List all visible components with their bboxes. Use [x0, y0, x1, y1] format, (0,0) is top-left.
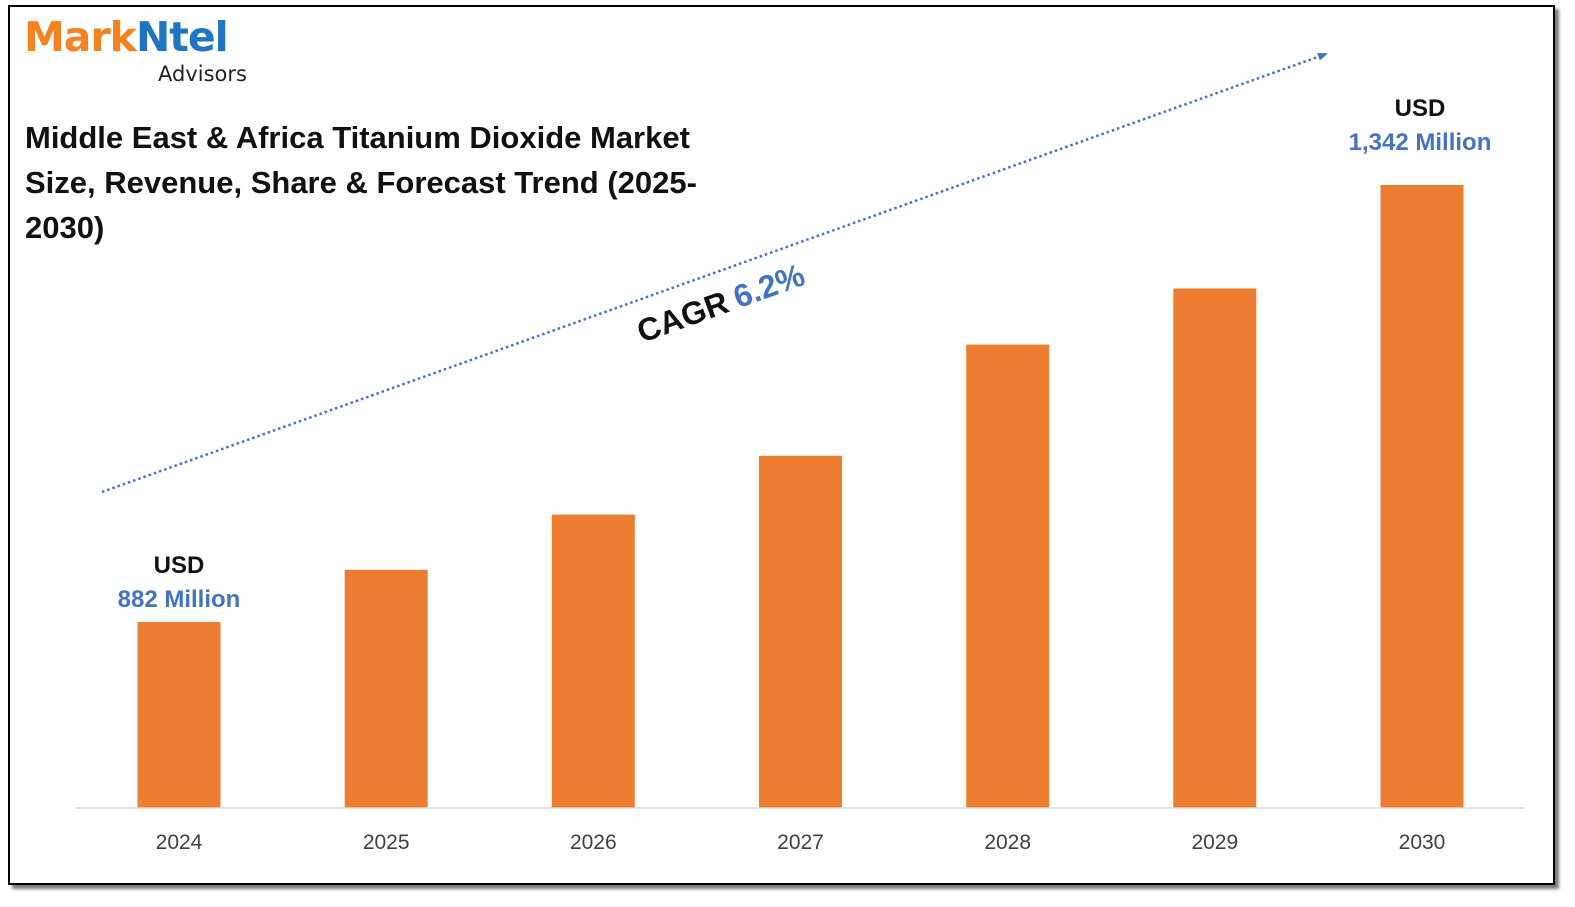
bar-2029 [1173, 288, 1257, 808]
logo-subtitle: Advisors [158, 62, 247, 86]
x-tick-label-2025: 2025 [363, 831, 410, 854]
cagr-value: 6.2% [728, 257, 809, 315]
marknetel-logo: MarkNtel Advisors [24, 13, 269, 93]
start-annotation: USD 882 Million [118, 552, 241, 613]
x-tick-label-2029: 2029 [1191, 831, 1238, 854]
chart-frame: MarkNtel Advisors Middle East & Africa T… [8, 5, 1555, 885]
x-axis-ticks: 2024 2025 2026 2027 2028 2029 2030 [156, 831, 1446, 854]
bar-2028 [966, 344, 1050, 808]
x-tick-label-2028: 2028 [984, 831, 1031, 854]
x-tick-label-2027: 2027 [777, 831, 824, 854]
end-annotation: USD 1,342 Million [1349, 95, 1492, 156]
bar-2030 [1380, 185, 1464, 808]
logo-ntel-text: Ntel [135, 13, 229, 61]
end-value-label: 1,342 Million [1349, 129, 1492, 156]
cagr-text: CAGR [632, 284, 733, 350]
end-currency-label: USD [1395, 95, 1446, 122]
svg-text:CAGR6.2%: CAGR6.2% [632, 257, 809, 350]
cagr-label: CAGR6.2% [632, 257, 809, 350]
bars-group [137, 185, 1464, 809]
logo-mark-text: Mark [24, 13, 137, 61]
start-currency-label: USD [154, 552, 205, 579]
start-value-label: 882 Million [118, 586, 241, 613]
trend-arrow [101, 52, 1328, 494]
chart-title: Middle East & Africa Titanium Dioxide Ma… [25, 120, 697, 245]
x-tick-label-2024: 2024 [156, 831, 203, 854]
x-tick-label-2026: 2026 [570, 831, 617, 854]
bar-2027 [759, 455, 842, 809]
logo-wordmark: MarkNtel [24, 13, 229, 61]
bar-chart: CAGR6.2% 2024 2025 2026 2027 2028 2029 2030 US… [75, 52, 1525, 854]
x-tick-label-2030: 2030 [1399, 831, 1446, 854]
bar-2024 [137, 622, 221, 808]
bar-2025 [344, 569, 428, 809]
bar-2026 [551, 514, 635, 808]
